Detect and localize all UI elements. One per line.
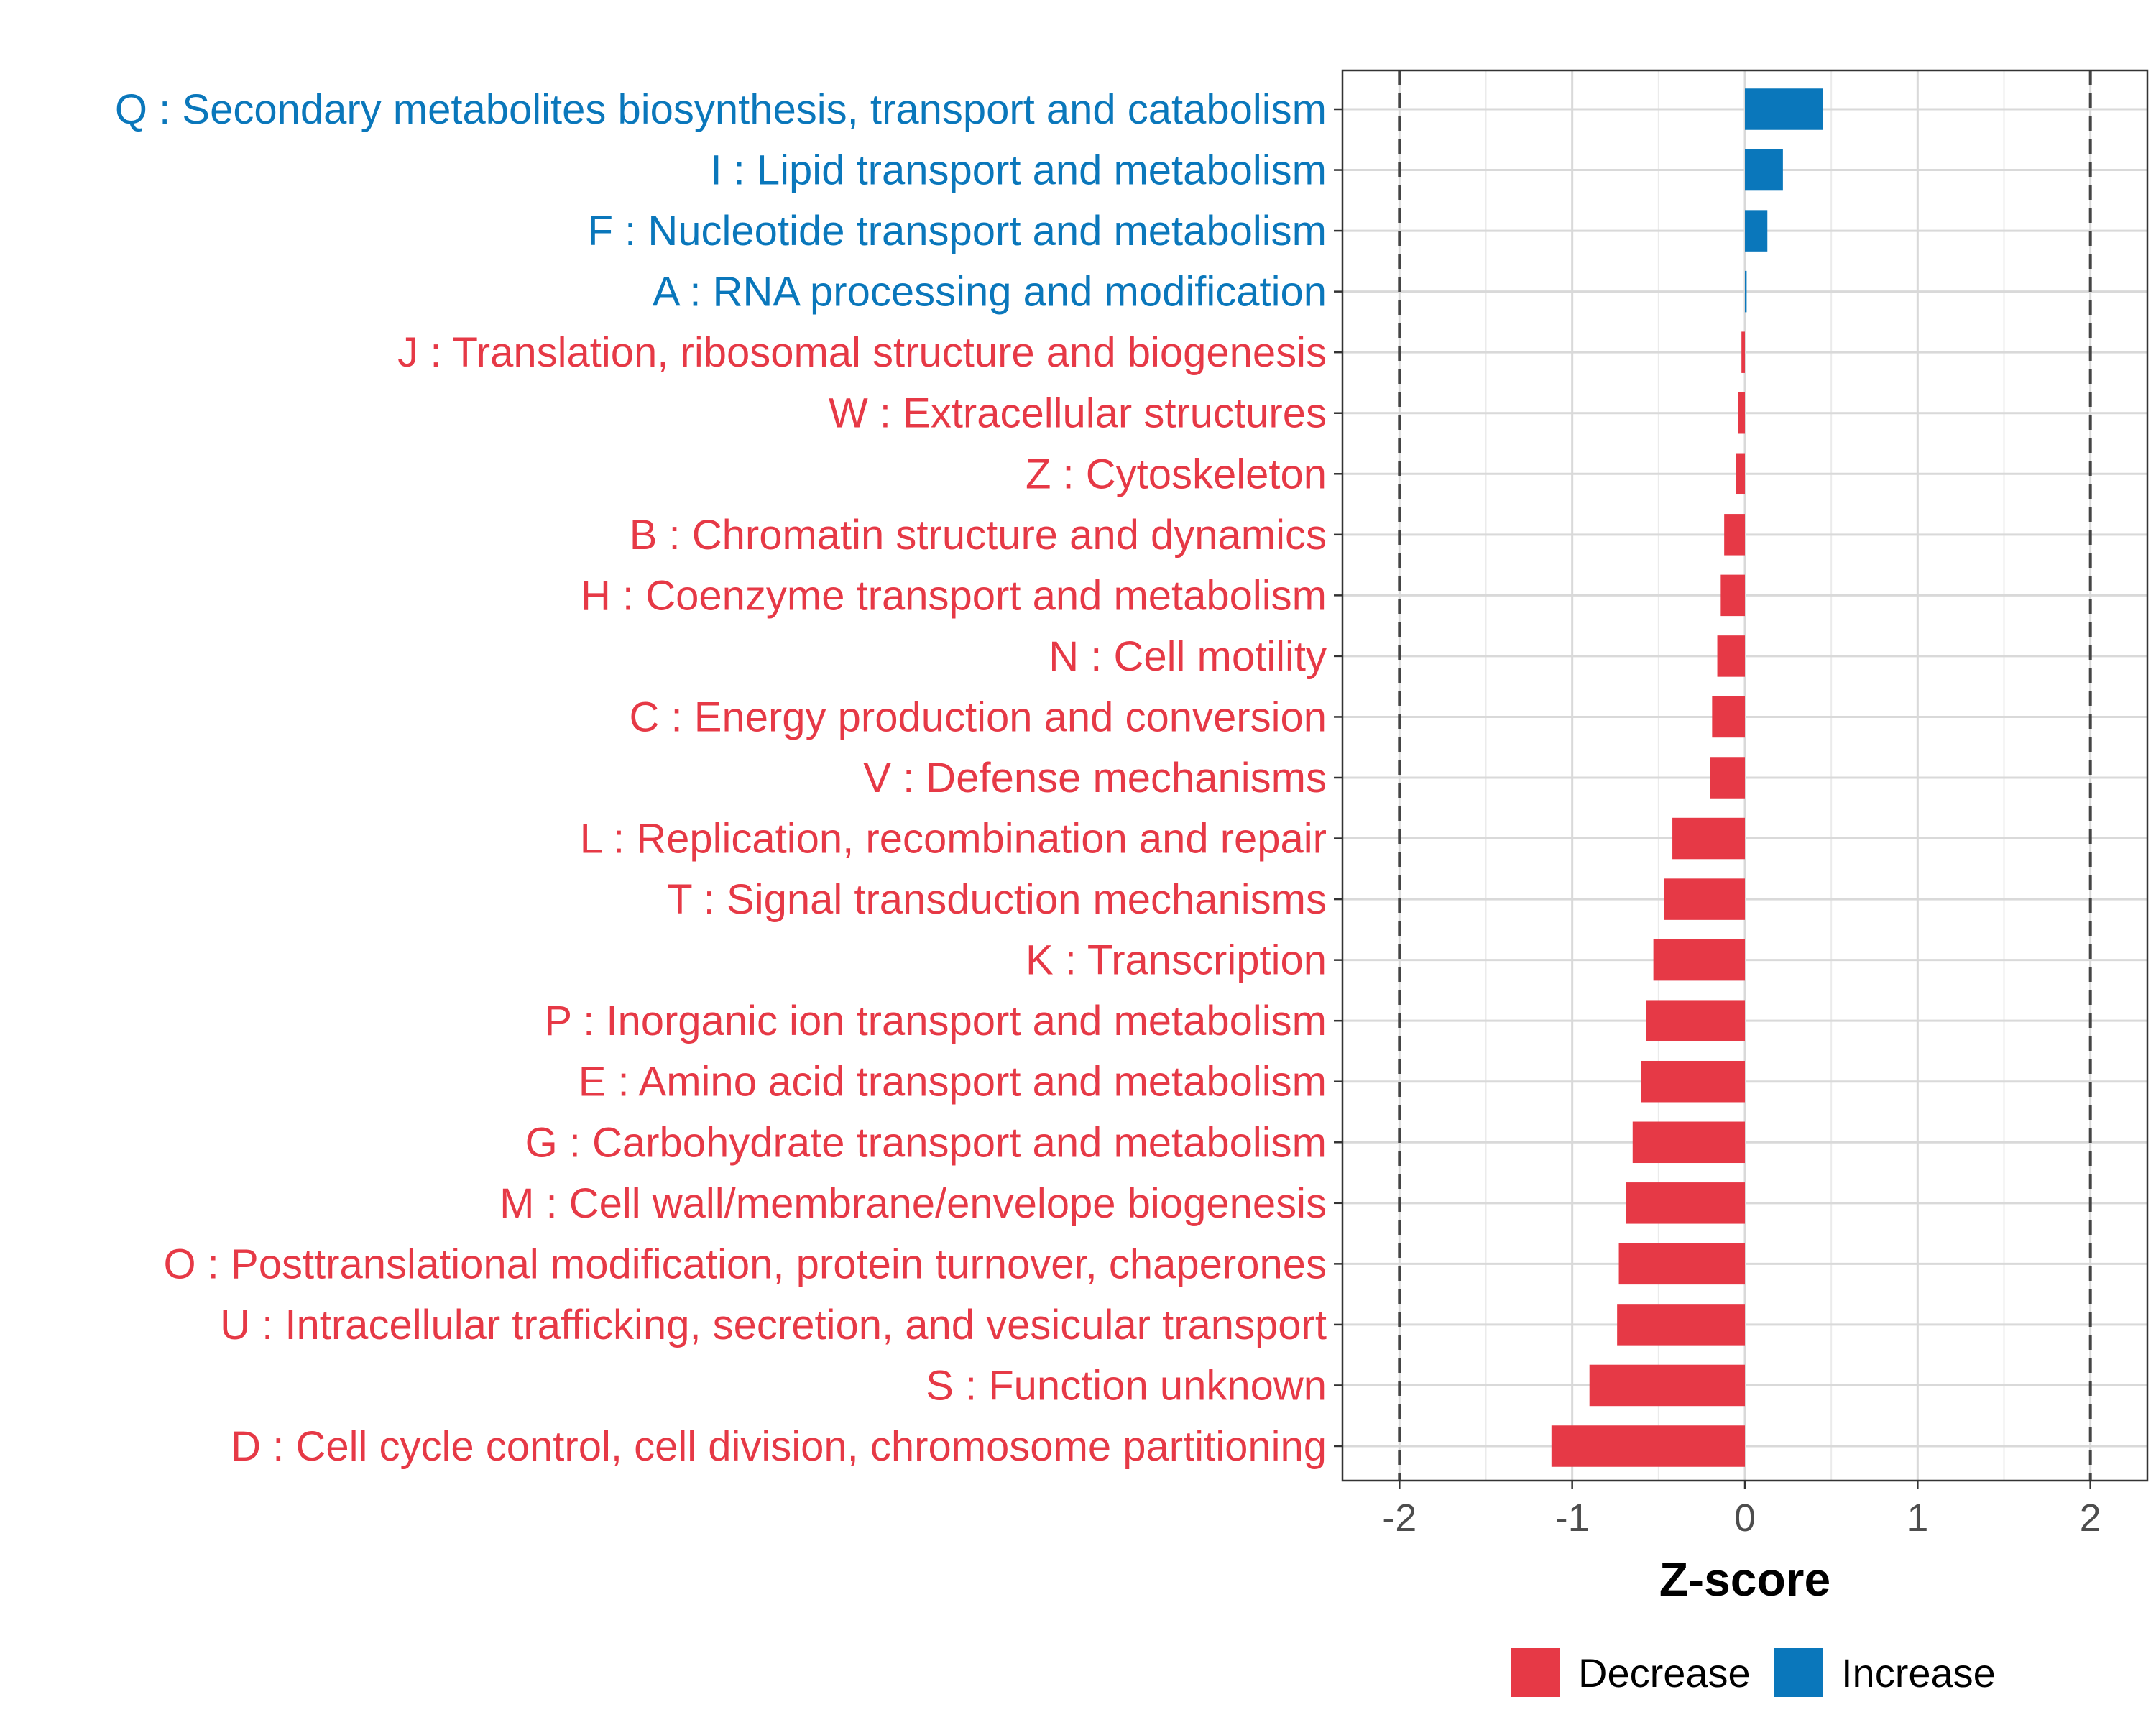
bar: [1646, 1000, 1745, 1041]
bar: [1618, 1243, 1745, 1285]
x-tick-label: 0: [1734, 1496, 1756, 1540]
bar: [1745, 210, 1768, 252]
category-label: N : Cell motility: [1049, 633, 1327, 680]
bar: [1672, 817, 1745, 860]
bar: [1745, 88, 1823, 130]
category-label: J : Translation, ribosomal structure and…: [397, 329, 1327, 376]
bar-layer: [1551, 88, 1823, 1467]
category-label: A : RNA processing and modification: [653, 269, 1327, 316]
x-axis-title: Z-score: [1659, 1552, 1830, 1606]
category-labels: Q : Secondary metabolites biosynthesis, …: [115, 86, 1342, 1470]
category-label: E : Amino acid transport and metabolism: [579, 1059, 1327, 1105]
category-label: Q : Secondary metabolites biosynthesis, …: [115, 86, 1327, 133]
bar: [1551, 1425, 1745, 1467]
category-label: S : Function unknown: [926, 1362, 1327, 1409]
category-label: F : Nucleotide transport and metabolism: [588, 208, 1327, 254]
legend-decrease-label: Decrease: [1578, 1650, 1751, 1696]
category-label: V : Defense mechanisms: [863, 755, 1327, 801]
x-tick-label: 1: [1907, 1496, 1928, 1540]
x-tick-label: -2: [1382, 1496, 1416, 1540]
bar: [1653, 939, 1745, 981]
bar: [1738, 392, 1745, 434]
bar: [1664, 878, 1745, 920]
legend-decrease-key: [1511, 1648, 1560, 1697]
category-label: B : Chromatin structure and dynamics: [630, 512, 1327, 558]
category-label: D : Cell cycle control, cell division, c…: [231, 1423, 1327, 1470]
bar: [1617, 1304, 1745, 1346]
bar: [1720, 574, 1745, 617]
category-label: O : Posttranslational modification, prot…: [164, 1241, 1327, 1287]
category-label: M : Cell wall/membrane/envelope biogenes…: [499, 1180, 1327, 1227]
category-label: G : Carbohydrate transport and metabolis…: [525, 1119, 1327, 1166]
bar: [1745, 270, 1747, 313]
legend-increase-label: Increase: [1841, 1650, 1996, 1696]
bar: [1626, 1182, 1745, 1224]
bar: [1745, 149, 1783, 191]
category-label: U : Intracellular trafficking, secretion…: [220, 1302, 1327, 1348]
category-label: I : Lipid transport and metabolism: [710, 147, 1327, 194]
category-label: L : Replication, recombination and repai…: [580, 816, 1327, 862]
reference-lines: [1398, 70, 2092, 1481]
category-label: T : Signal transduction mechanisms: [667, 876, 1327, 923]
x-tick-label: 2: [2080, 1496, 2101, 1540]
bar: [1632, 1121, 1745, 1164]
bar: [1736, 453, 1745, 495]
bar: [1712, 696, 1745, 738]
bar: [1717, 635, 1745, 677]
bar: [1710, 757, 1745, 799]
x-axis-ticks: -2 -1 0 1 2: [1382, 1481, 2101, 1540]
category-label: W : Extracellular structures: [829, 390, 1327, 437]
category-label: C : Energy production and conversion: [630, 694, 1327, 740]
category-label: H : Coenzyme transport and metabolism: [581, 572, 1327, 619]
legend-increase-key: [1774, 1648, 1823, 1697]
x-tick-label: -1: [1555, 1496, 1590, 1540]
category-label: Z : Cytoskeleton: [1026, 451, 1327, 497]
legend: Decrease Increase: [1511, 1648, 1996, 1697]
bar: [1724, 514, 1745, 556]
category-label: K : Transcription: [1026, 937, 1327, 984]
bar: [1741, 331, 1745, 373]
category-label: P : Inorganic ion transport and metaboli…: [544, 998, 1327, 1044]
bar: [1641, 1060, 1745, 1103]
bar: [1589, 1364, 1745, 1407]
